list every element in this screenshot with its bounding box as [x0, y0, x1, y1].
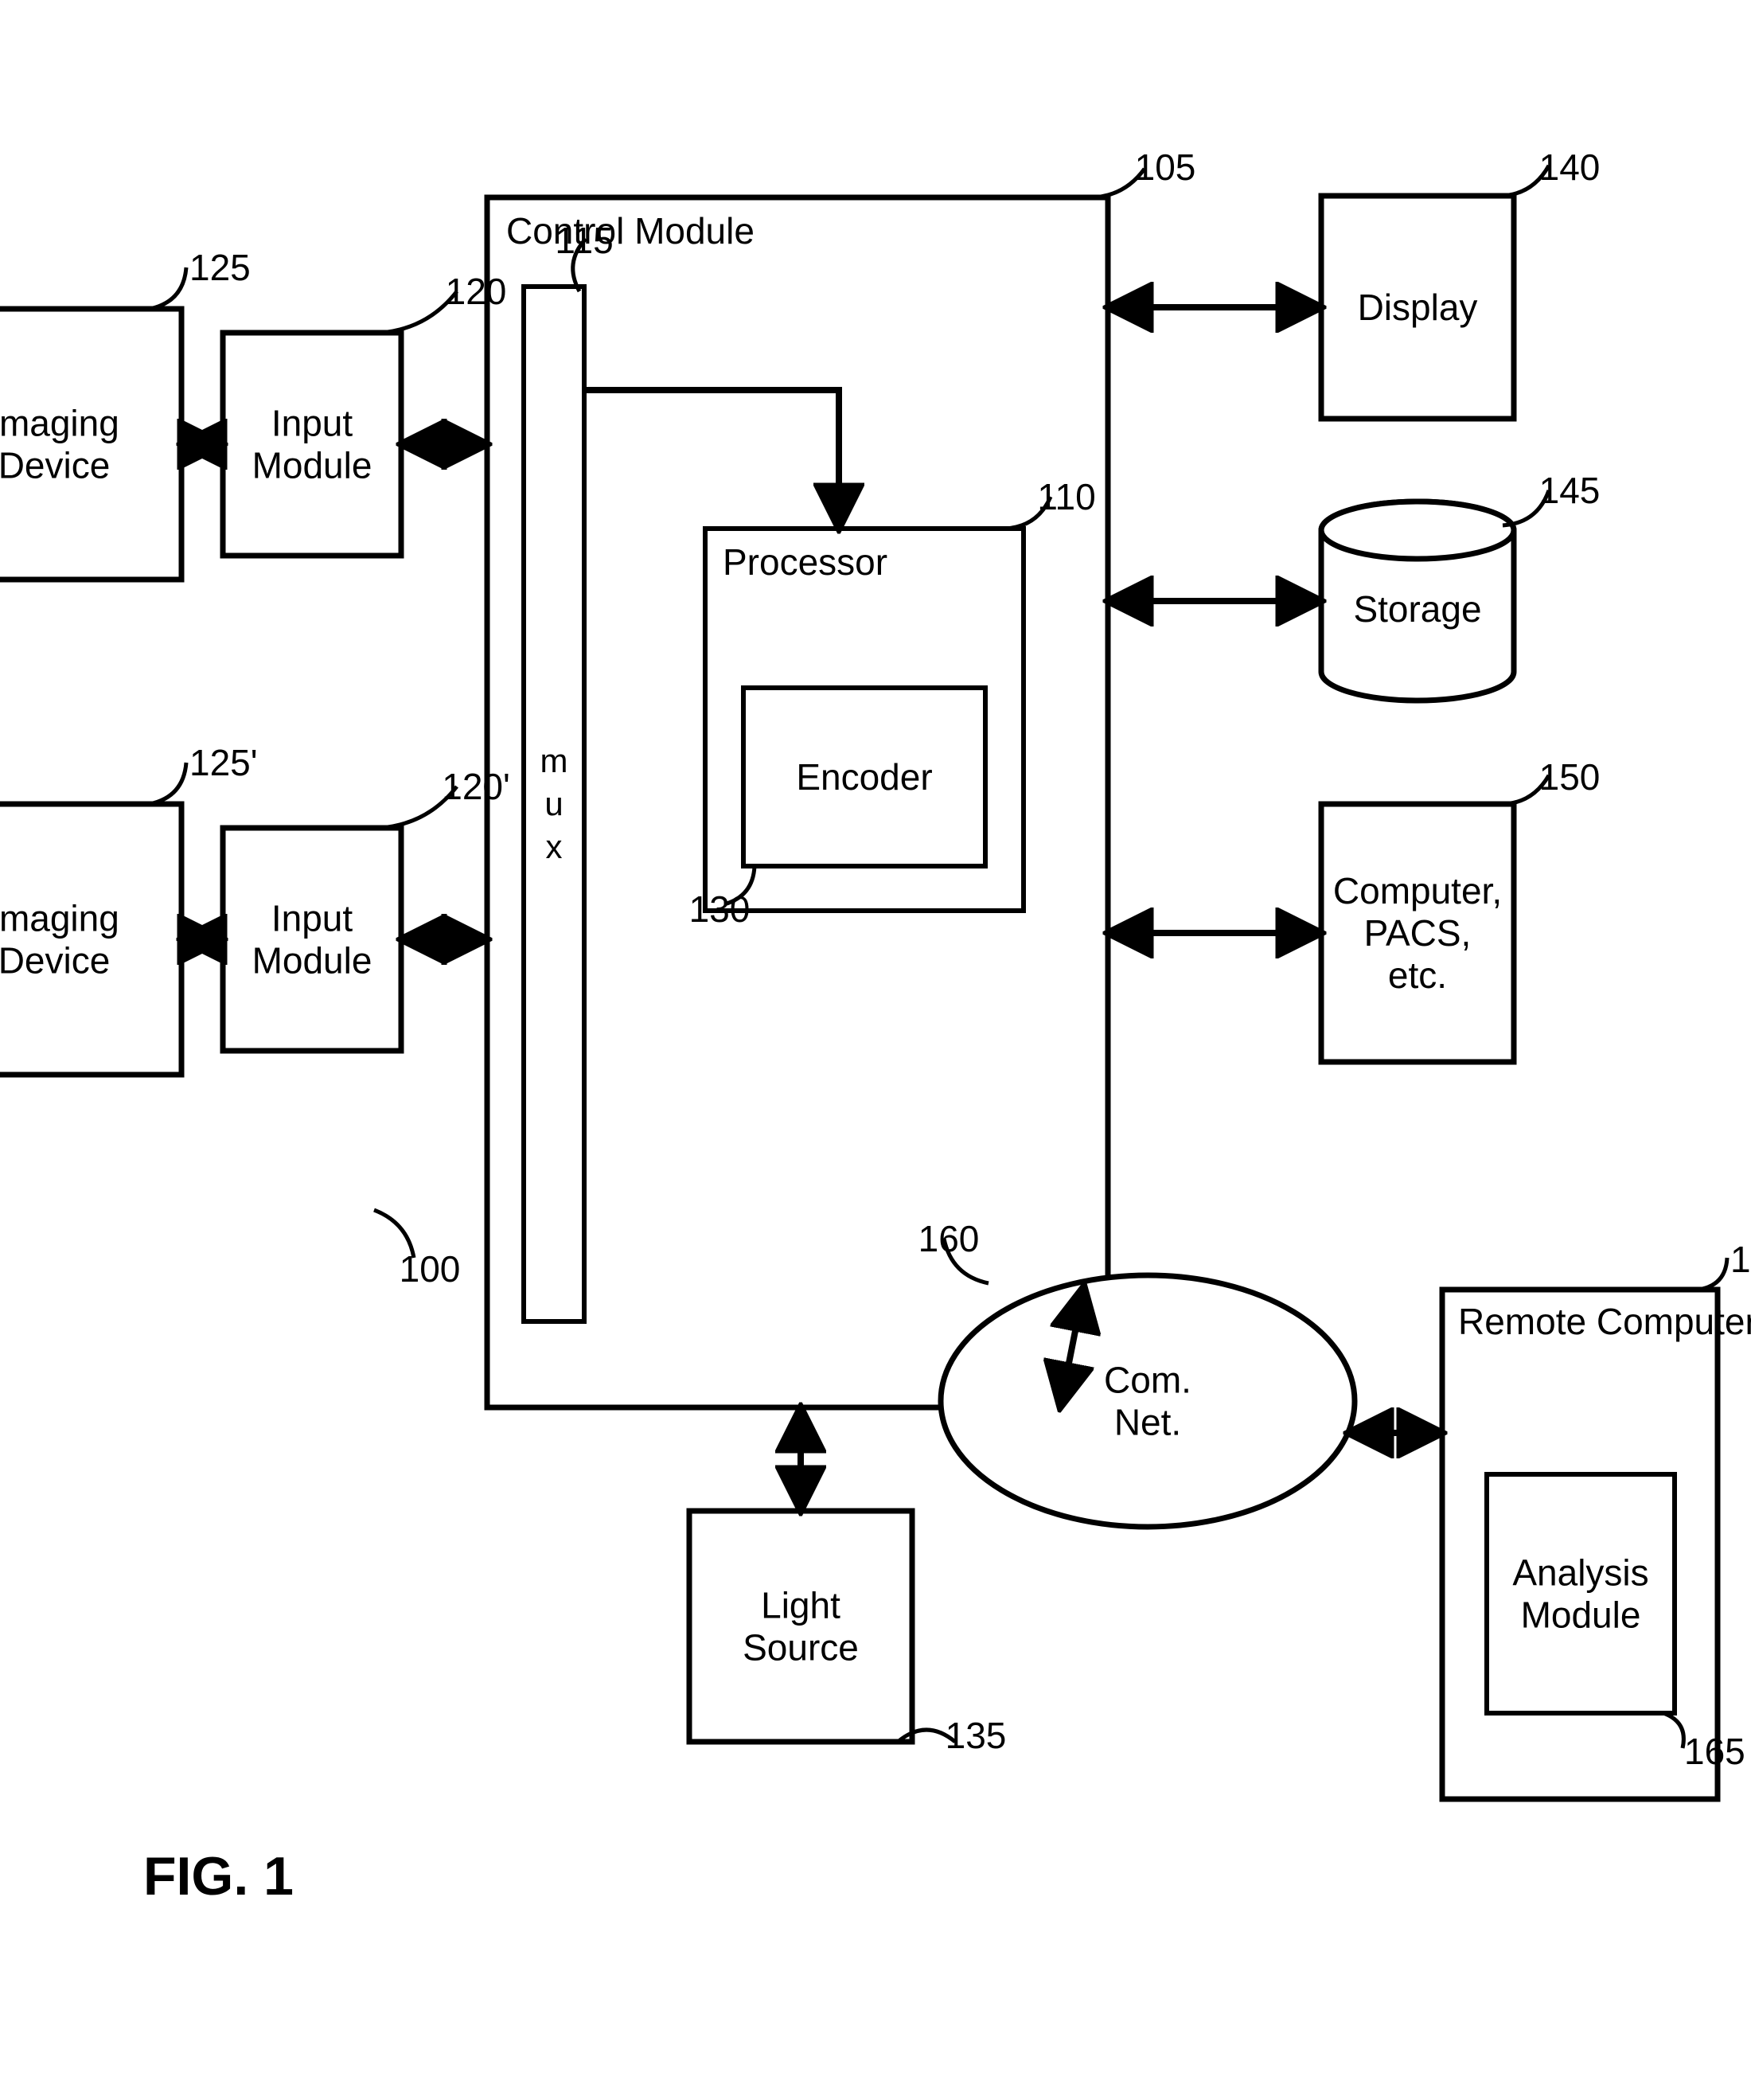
svg-text:PACS,: PACS, — [1364, 912, 1472, 954]
svg-text:Imaging: Imaging — [0, 898, 119, 939]
svg-text:Module: Module — [252, 940, 372, 982]
svg-text:115: 115 — [555, 220, 613, 261]
svg-text:120': 120' — [442, 766, 510, 807]
svg-text:Storage: Storage — [1353, 588, 1481, 630]
svg-text:Display: Display — [1358, 287, 1478, 328]
svg-text:165: 165 — [1684, 1731, 1745, 1772]
svg-text:Imaging: Imaging — [0, 403, 119, 444]
svg-text:Input: Input — [271, 898, 353, 939]
svg-text:Computer,: Computer, — [1333, 870, 1502, 911]
svg-text:130: 130 — [689, 888, 751, 930]
svg-text:u: u — [544, 785, 563, 822]
svg-text:135: 135 — [946, 1715, 1007, 1756]
boxes-layer — [0, 196, 1718, 1799]
svg-text:Input: Input — [271, 403, 353, 444]
svg-text:Device: Device — [0, 940, 110, 982]
svg-text:Device: Device — [0, 445, 110, 486]
svg-text:120: 120 — [446, 271, 507, 312]
figure-label: FIG. 1 — [143, 1846, 294, 1907]
svg-text:125: 125 — [189, 247, 251, 288]
svg-text:etc.: etc. — [1388, 954, 1447, 996]
diagram-canvas: Control Module 105 mux 115 Processor Encoder 1… — [0, 0, 1751, 2100]
svg-text:Remote Computer: Remote Computer — [1458, 1301, 1751, 1342]
svg-text:160: 160 — [918, 1218, 980, 1259]
svg-text:110: 110 — [1037, 476, 1095, 517]
svg-text:Module: Module — [1521, 1595, 1641, 1636]
svg-text:Light: Light — [761, 1585, 840, 1626]
svg-text:140: 140 — [1539, 146, 1601, 188]
svg-text:Net.: Net. — [1114, 1402, 1181, 1443]
svg-text:125': 125' — [189, 742, 258, 783]
svg-text:Control Module: Control Module — [506, 210, 755, 252]
svg-text:105: 105 — [1135, 146, 1196, 188]
svg-text:Com.: Com. — [1104, 1360, 1191, 1401]
svg-text:Analysis: Analysis — [1512, 1552, 1648, 1594]
svg-text:m: m — [540, 742, 568, 779]
svg-text:155: 155 — [1730, 1239, 1751, 1280]
svg-text:Processor: Processor — [723, 541, 887, 583]
svg-text:145: 145 — [1539, 470, 1601, 511]
svg-text:150: 150 — [1539, 756, 1601, 798]
svg-text:Encoder: Encoder — [796, 756, 932, 798]
svg-text:Source: Source — [743, 1627, 859, 1669]
svg-text:Module: Module — [252, 445, 372, 486]
svg-text:100: 100 — [400, 1248, 461, 1290]
svg-text:x: x — [546, 828, 563, 865]
